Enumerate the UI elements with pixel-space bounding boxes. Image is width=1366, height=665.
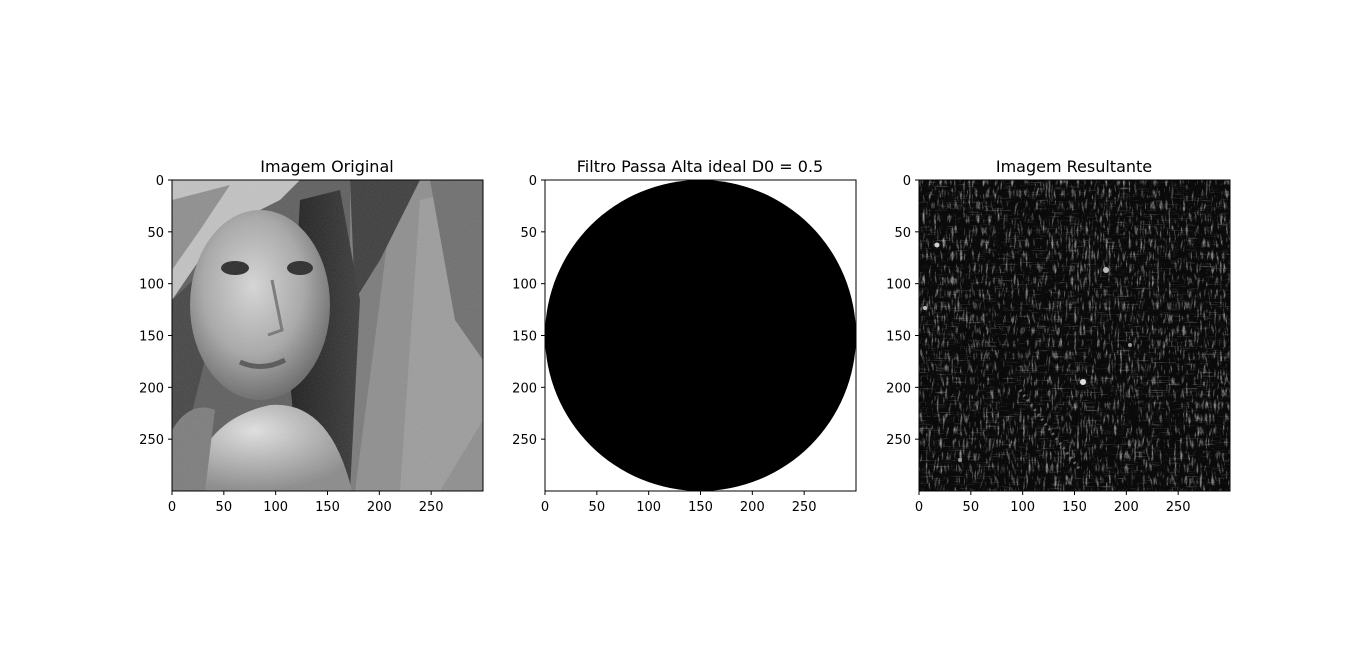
x-axis: 0 50 100 150 200 250 xyxy=(915,491,1191,515)
original-image xyxy=(172,180,483,491)
x-tick-label: 0 xyxy=(541,500,549,515)
y-tick-label: 0 xyxy=(903,174,911,189)
y-tick-label: 0 xyxy=(156,174,164,189)
x-tick-label: 100 xyxy=(263,500,288,515)
x-tick-label: 200 xyxy=(1114,500,1139,515)
x-tick-label: 100 xyxy=(636,500,661,515)
x-tick-label: 250 xyxy=(419,500,444,515)
y-tick-label: 100 xyxy=(886,278,911,293)
y-axis: 0 50 100 150 200 250 xyxy=(139,174,172,448)
x-tick-label: 50 xyxy=(589,500,606,515)
y-tick-label: 200 xyxy=(139,381,164,396)
subplot-result: Imagem Resultante 0 50 100 150 200 250 0 50 100… xyxy=(886,157,1231,515)
x-tick-label: 150 xyxy=(688,500,713,515)
y-tick-label: 250 xyxy=(886,433,911,448)
y-tick-label: 50 xyxy=(894,226,911,241)
x-tick-label: 100 xyxy=(1010,500,1035,515)
subplot-title: Filtro Passa Alta ideal D0 = 0.5 xyxy=(577,157,823,176)
filter-stop-disc xyxy=(545,180,856,491)
subplot-original: Imagem Original 0 50 1 xyxy=(139,157,484,515)
result-image xyxy=(919,180,1230,491)
x-tick-label: 150 xyxy=(315,500,340,515)
x-axis: 0 50 100 150 200 250 xyxy=(541,491,817,515)
x-axis: 0 50 100 150 200 250 xyxy=(168,491,444,515)
y-axis: 0 50 100 150 200 250 xyxy=(512,174,545,448)
subplot-title: Imagem Resultante xyxy=(996,157,1152,176)
x-tick-label: 250 xyxy=(792,500,817,515)
subplot-title: Imagem Original xyxy=(260,157,393,176)
x-tick-label: 50 xyxy=(963,500,980,515)
y-axis: 0 50 100 150 200 250 xyxy=(886,174,919,448)
x-tick-label: 50 xyxy=(216,500,233,515)
y-tick-label: 150 xyxy=(512,330,537,345)
y-tick-label: 100 xyxy=(139,278,164,293)
y-tick-label: 150 xyxy=(886,330,911,345)
y-tick-label: 250 xyxy=(512,433,537,448)
x-tick-label: 250 xyxy=(1166,500,1191,515)
y-tick-label: 200 xyxy=(886,381,911,396)
subplot-filter: Filtro Passa Alta ideal D0 = 0.5 0 50 100 1… xyxy=(512,157,857,515)
y-tick-label: 250 xyxy=(139,433,164,448)
x-tick-label: 0 xyxy=(168,500,176,515)
y-tick-label: 100 xyxy=(512,278,537,293)
y-tick-label: 0 xyxy=(529,174,537,189)
y-tick-label: 200 xyxy=(512,381,537,396)
y-tick-label: 50 xyxy=(520,226,537,241)
y-tick-label: 150 xyxy=(139,330,164,345)
x-tick-label: 200 xyxy=(367,500,392,515)
x-tick-label: 150 xyxy=(1062,500,1087,515)
filter-image xyxy=(545,180,856,491)
y-tick-label: 50 xyxy=(147,226,164,241)
x-tick-label: 200 xyxy=(740,500,765,515)
x-tick-label: 0 xyxy=(915,500,923,515)
